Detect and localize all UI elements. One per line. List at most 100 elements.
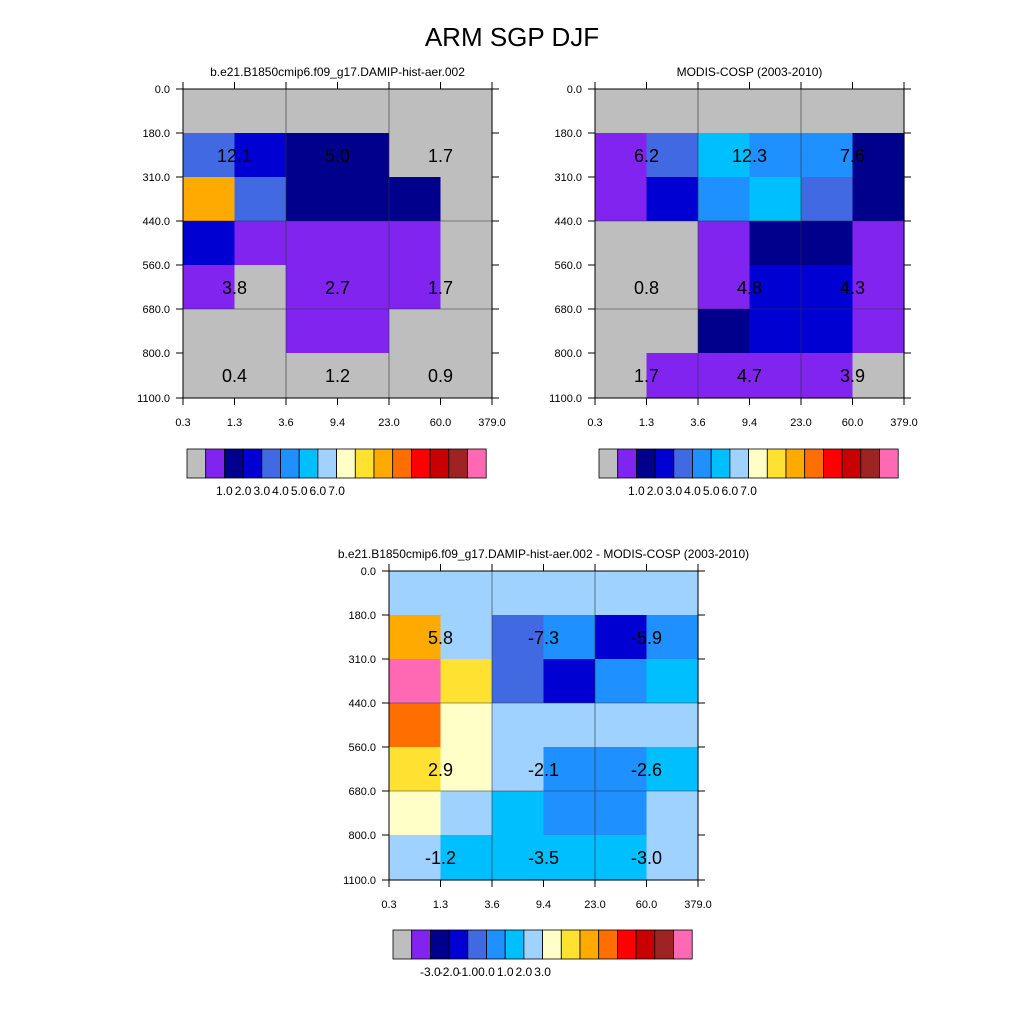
y-tick-label: 560.0 [348, 742, 376, 754]
heatmap-cell [234, 221, 287, 266]
colorbar-swatch [654, 929, 674, 960]
heatmap-cell [492, 791, 545, 836]
x-tick-label: 1.3 [227, 417, 242, 429]
cell-value-label: 0.9 [428, 366, 453, 386]
heatmap-cell [337, 265, 390, 310]
heatmap-cell [595, 133, 648, 178]
colorbar-swatch [261, 448, 281, 479]
colorbar-swatch [467, 448, 487, 479]
heatmap-cell [852, 309, 905, 354]
panel-title: b.e21.B1850cmip6.f09_g17.DAMIP-hist-aer.… [338, 547, 749, 561]
y-tick-label: 800.0 [348, 830, 376, 842]
heatmap-cell [646, 703, 699, 748]
heatmap-cell [801, 221, 854, 266]
heatmap-cell [595, 89, 648, 134]
heatmap-cell [492, 571, 545, 616]
heatmap-cell [440, 615, 493, 660]
y-tick-label: 560.0 [142, 260, 170, 272]
colorbar-swatch [486, 929, 506, 960]
heatmap-cell [646, 659, 699, 704]
y-tick-label: 680.0 [554, 304, 582, 316]
heatmap-cell [698, 221, 751, 266]
colorbar-swatch [205, 448, 225, 479]
colorbar-label: 1.0 [216, 484, 233, 498]
heatmap-cell [646, 309, 699, 354]
colorbar-swatch [223, 448, 244, 479]
cell-value-label: 0.8 [634, 278, 659, 298]
colorbar-swatch [411, 929, 431, 960]
y-tick-label: 0.0 [361, 566, 376, 578]
heatmap-cell [595, 791, 648, 836]
x-tick-label: 0.3 [587, 417, 602, 429]
colorbar-swatch [429, 448, 450, 479]
y-tick-label: 440.0 [348, 698, 376, 710]
heatmap-cell [286, 309, 339, 354]
heatmap-cell [492, 835, 545, 881]
heatmap-cell [801, 177, 854, 222]
heatmap-cell [286, 221, 339, 266]
colorbar-swatch [579, 929, 600, 960]
heatmap-cell [595, 177, 648, 222]
heatmap-cell [234, 133, 287, 178]
cell-value-label: 5.8 [428, 628, 453, 648]
cell-value-label: -3.0 [631, 848, 662, 868]
colorbar-swatch [317, 448, 337, 479]
colorbar-swatch [879, 448, 899, 479]
heatmap-cell [337, 177, 390, 222]
cell-value-label: 3.8 [222, 278, 247, 298]
cell-value-label: -3.5 [528, 848, 559, 868]
heatmap-cell [698, 177, 751, 222]
heatmap-panel-1: b.e21.B1850cmip6.f09_g17.DAMIP-hist-aer.… [137, 65, 506, 498]
heatmap-cell [389, 133, 442, 178]
colorbar-swatch [242, 448, 263, 479]
heatmap-cell [749, 133, 802, 178]
heatmap-cell [749, 89, 802, 134]
colorbar-label: 3.0 [665, 484, 682, 498]
heatmap-cell [749, 309, 802, 354]
colorbar-swatch [336, 448, 356, 479]
heatmap-cell [543, 571, 596, 616]
colorbar-swatch [617, 448, 637, 479]
heatmap-cell [543, 703, 596, 748]
y-tick-label: 800.0 [142, 348, 170, 360]
heatmap-cell [389, 265, 442, 310]
heatmap-cell [389, 309, 442, 354]
heatmap-cell [492, 659, 545, 704]
heatmap-panel-3: b.e21.B1850cmip6.f09_g17.DAMIP-hist-aer.… [338, 547, 749, 979]
heatmap-cell [234, 353, 287, 399]
x-tick-label: 9.4 [330, 417, 345, 429]
y-tick-label: 1100.0 [137, 393, 170, 405]
heatmap-cell [595, 265, 648, 310]
colorbar-swatch [635, 929, 656, 960]
cell-value-label: -1.2 [425, 848, 456, 868]
x-tick-label: 3.6 [690, 417, 705, 429]
colorbar-label: -3.0 [420, 965, 441, 979]
heatmap-cell [646, 615, 699, 660]
heatmap-cell [440, 353, 493, 399]
heatmap-cell [389, 221, 442, 266]
heatmap-cell [337, 221, 390, 266]
y-tick-label: 440.0 [142, 216, 170, 228]
colorbar-label: 4.0 [684, 484, 701, 498]
y-tick-label: 1100.0 [343, 875, 376, 887]
heatmap-cell [286, 265, 339, 310]
heatmap-cell [183, 133, 236, 178]
heatmap-cell [543, 615, 596, 660]
colorbar-label: 5.0 [291, 484, 308, 498]
heatmap-cell [183, 265, 236, 310]
x-tick-label: 379.0 [890, 417, 918, 429]
cell-value-label: 2.9 [428, 760, 453, 780]
heatmap-cell [440, 571, 493, 616]
colorbar-swatch [373, 448, 394, 479]
heatmap-cell [389, 571, 442, 616]
heatmap-cell [389, 835, 442, 881]
x-tick-label: 60.0 [842, 417, 863, 429]
cell-value-label: 12.1 [217, 146, 252, 166]
y-tick-label: 310.0 [348, 654, 376, 666]
colorbar-label: -1.0 [457, 965, 478, 979]
heatmap-cell [389, 89, 442, 134]
heatmap-cell [440, 177, 493, 222]
heatmap-cell [440, 221, 493, 266]
heatmap-cell [646, 177, 699, 222]
colorbar-swatch [673, 929, 693, 960]
